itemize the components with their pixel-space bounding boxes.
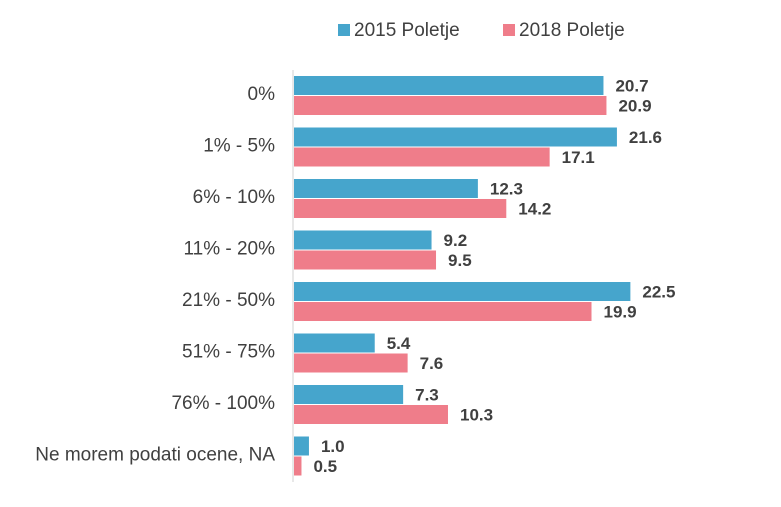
data-label: 7.6 — [420, 354, 444, 373]
bar-2 — [294, 147, 550, 167]
bar-2 — [294, 302, 592, 321]
bar-1 — [294, 76, 604, 95]
value-labels: 20.720.9 21.6 17.1 12.314.2 9.29.5 22.5 19.9 5.… — [313, 77, 675, 477]
data-label: 20.9 — [618, 97, 651, 116]
data-label: 9.5 — [448, 251, 472, 270]
bar-1 — [294, 333, 375, 353]
bar-2 — [294, 199, 507, 218]
bar-1 — [294, 436, 309, 456]
bars — [294, 76, 631, 476]
bar-1 — [294, 230, 432, 250]
data-label: 14.2 — [518, 200, 551, 219]
bar-2 — [294, 405, 448, 424]
category-label: 6% - 10% — [193, 187, 275, 208]
data-label: 17.1 — [562, 148, 595, 167]
bar-1 — [294, 179, 478, 198]
category-label: 0% — [248, 84, 276, 105]
legend-swatch-2 — [503, 24, 515, 36]
legend-swatch-1 — [338, 24, 350, 36]
category-label: 21% - 50% — [182, 290, 275, 311]
bar-2 — [294, 456, 302, 476]
category-label: 51% - 75% — [182, 341, 275, 362]
category-label: Ne morem podati ocene, NA — [35, 444, 275, 465]
category-label: 76% - 100% — [171, 393, 275, 414]
data-label: 22.5 — [642, 283, 675, 302]
bar-1 — [294, 282, 631, 301]
bar-1 — [294, 127, 617, 147]
bar-2 — [294, 250, 437, 270]
legend-label-1: 2015 Poletje — [354, 20, 460, 41]
data-label: 7.3 — [415, 386, 439, 405]
data-label: 21.6 — [629, 128, 662, 147]
bar-1 — [294, 385, 404, 404]
data-label: 0.5 — [313, 457, 337, 476]
bar-2 — [294, 353, 408, 373]
data-label: 20.7 — [615, 77, 648, 96]
legend: 2015 Poletje 2018 Poletje — [338, 20, 625, 41]
data-label: 12.3 — [490, 180, 523, 199]
category-labels: 0% 1% - 5% 6% - 10% 11% - 20% 21% - 50% 51% -… — [35, 84, 275, 466]
data-label: 19.9 — [604, 303, 637, 322]
category-label: 11% - 20% — [183, 238, 275, 259]
data-label: 10.3 — [460, 406, 493, 425]
data-label: 1.0 — [321, 437, 345, 456]
data-label: 5.4 — [387, 334, 411, 353]
legend-label-2: 2018 Poletje — [519, 20, 625, 41]
bar-2 — [294, 96, 607, 115]
data-label: 9.2 — [444, 231, 468, 250]
category-label: 1% - 5% — [203, 135, 275, 156]
